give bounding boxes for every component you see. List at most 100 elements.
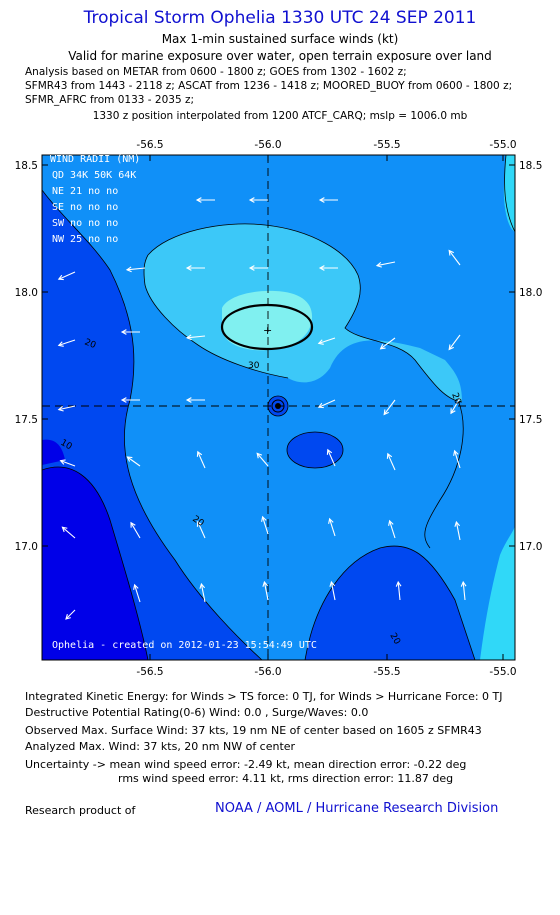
wind-radii-columns: QD 34K 50K 64K (52, 170, 136, 181)
research-label: Research product of (25, 804, 136, 817)
wind-vector (460, 580, 467, 601)
contour-labels: 20 30 10 20 20 20 (59, 338, 463, 647)
band-10-20-se (305, 545, 475, 660)
wind-radii-row: NE 21 no no (52, 186, 118, 197)
analysis-line: Analysis based on METAR from 0600 - 1800… (25, 66, 407, 78)
wind-vector (195, 197, 215, 203)
lon-tick-label: -55.5 (373, 666, 400, 678)
wind-vector (126, 456, 141, 467)
wind-vector (120, 397, 140, 403)
lon-tick-label: -55.5 (373, 139, 400, 151)
wind-vector (61, 526, 76, 539)
wind-vector (448, 249, 461, 266)
wind-vector (383, 399, 396, 416)
wind-vector (453, 449, 461, 469)
wind-vector (57, 271, 76, 281)
contour-10 (42, 466, 149, 660)
lon-ticks-bottom: -56.5 -56.0 -55.5 -55.0 (136, 666, 516, 678)
wind-vector (448, 334, 461, 351)
observed-max-line: Observed Max. Surface Wind: 37 kts, 19 n… (25, 724, 482, 737)
wind-vector (196, 520, 206, 539)
wind-vector (375, 261, 396, 268)
product-subtitle: Max 1-min sustained surface winds (kt) (161, 32, 399, 46)
analysis-line: SFMR43 from 1443 - 2118 z; ASCAT from 12… (25, 80, 513, 92)
dpr-line: Destructive Potential Rating(0-6) Wind: … (25, 706, 369, 719)
wind-vector (386, 452, 396, 471)
wind-vector (318, 197, 338, 203)
wind-radii-table: WIND RADII (NM) QD 34K 50K 64K NE 21 no … (50, 154, 140, 245)
plot-frame (41, 154, 516, 661)
contour-high-east (504, 155, 515, 233)
contour-lines (42, 155, 515, 660)
max-wind-marker: + (263, 324, 272, 337)
wind-radii-row: SW no no no (52, 218, 118, 229)
contour-20-west (42, 189, 263, 660)
wind-vector (261, 515, 269, 535)
lon-ticks-top: -56.5 -56.0 -55.5 -55.0 (136, 139, 516, 151)
contour-label: 20 (449, 392, 462, 406)
wind-vector (59, 459, 76, 467)
wind-vector (395, 580, 402, 601)
lon-tick-label: -56.5 (136, 139, 163, 151)
lat-tick-label: 18.0 (15, 287, 38, 299)
lat-tick-label: 18.5 (15, 160, 38, 172)
wind-radii-row: NW 25 no no (52, 234, 118, 245)
wind-vector (329, 580, 336, 601)
band-0-10 (42, 467, 148, 660)
wind-vector (185, 334, 206, 341)
band-high-east (503, 155, 515, 232)
organization-link[interactable]: NOAA / AOML / Hurricane Research Divisio… (215, 801, 499, 816)
wind-vector (248, 265, 268, 271)
wind-vector (379, 337, 396, 350)
position-note: 1330 z position interpolated from 1200 A… (92, 110, 468, 122)
wind-vector (57, 339, 76, 347)
lat-tick-label: 18.0 (519, 287, 542, 299)
uncertainty-rms-line: rms wind speed error: 4.11 kt, rms direc… (118, 772, 454, 785)
lat-tick-label: 17.0 (15, 541, 38, 553)
validity-note: Valid for marine exposure over water, op… (68, 49, 492, 63)
band-0-10-west (42, 439, 65, 465)
contour-label: 20 (83, 338, 98, 352)
map-watermark: Ophelia - created on 2012-01-23 15:54:49… (52, 640, 317, 651)
band-high-se (480, 525, 515, 660)
contour-20-se (304, 545, 476, 660)
page-title: Tropical Storm Ophelia 1330 UTC 24 SEP 2… (83, 8, 477, 28)
wind-vector (318, 265, 338, 271)
contour-30 (147, 223, 463, 403)
axis-ticks (42, 155, 515, 660)
lat-ticks-left: 18.5 18.0 17.5 17.0 (15, 160, 38, 553)
contour-label: 30 (248, 361, 260, 371)
wind-vector (388, 519, 396, 539)
wind-vector (199, 582, 206, 603)
wind-vectors (57, 197, 467, 620)
wind-vector (185, 397, 205, 403)
band-35-plus (222, 290, 313, 351)
analyzed-max-line: Analyzed Max. Wind: 37 kts, 20 nm NW of … (25, 740, 296, 753)
lon-tick-label: -55.0 (489, 666, 516, 678)
lat-ticks-right: 18.5 18.0 17.5 17.0 (519, 160, 542, 553)
center-crosshair (42, 155, 515, 660)
wind-vector (57, 405, 76, 412)
wind-vector (450, 397, 461, 415)
contour-low-cell (286, 431, 344, 469)
wind-vector (326, 448, 336, 467)
wind-vector (262, 580, 269, 601)
contour-20-east (424, 399, 464, 549)
wind-vector (65, 609, 76, 620)
wind-vector (256, 452, 269, 467)
wind-vector (125, 266, 146, 273)
wind-vector (317, 337, 336, 345)
uncertainty-line: Uncertainty -> mean wind speed error: -2… (25, 758, 467, 771)
lat-tick-label: 17.0 (519, 541, 542, 553)
low-cell (287, 432, 343, 468)
wind-vector (185, 265, 205, 271)
wind-vector (317, 399, 336, 409)
lon-tick-label: -56.0 (254, 139, 281, 151)
lon-tick-label: -56.0 (254, 666, 281, 678)
contour-30-lower (143, 254, 289, 379)
wind-vector (133, 583, 141, 603)
wind-radii-header: WIND RADII (NM) (50, 154, 140, 165)
wind-vector (120, 329, 140, 335)
lon-tick-label: -55.0 (489, 139, 516, 151)
wind-vector (248, 197, 268, 203)
